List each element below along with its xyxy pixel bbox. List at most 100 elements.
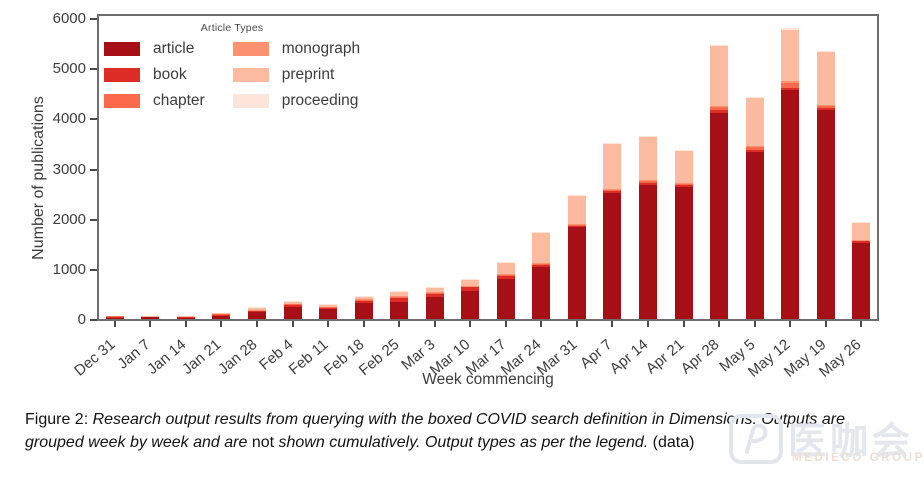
legend-column-left: article book chapter	[104, 40, 205, 110]
bar-segment-chapter	[105, 316, 124, 317]
legend-swatch-book	[104, 68, 140, 82]
legend-label-chapter: chapter	[153, 92, 205, 109]
bar-segment-proceeding	[425, 286, 444, 288]
bar-segment-article	[319, 308, 338, 319]
bar-segment-book	[425, 294, 444, 298]
bar-segment-book	[105, 316, 124, 318]
x-tick-mark	[718, 321, 721, 327]
bar-segment-monograph	[354, 299, 373, 300]
bar-segment-article	[745, 151, 764, 319]
bar-segment-preprint	[816, 52, 835, 105]
bar-segment-monograph	[247, 309, 266, 311]
bar-segment-chapter	[354, 299, 373, 301]
legend-label-book: book	[153, 66, 187, 83]
x-tick-mark	[753, 321, 756, 327]
y-tick-mark	[90, 168, 97, 171]
x-tick-mark	[504, 321, 507, 327]
bar-segment-article	[247, 312, 266, 319]
y-tick-mark	[90, 118, 97, 121]
bar-segment-chapter	[390, 296, 409, 299]
legend-label-preprint: preprint	[281, 66, 335, 83]
y-tick-mark	[90, 218, 97, 221]
legend-label-article: article	[153, 40, 195, 57]
bar-segment-chapter	[425, 292, 444, 295]
x-tick-mark	[646, 321, 649, 327]
x-tick-mark	[860, 321, 863, 327]
bar-segment-preprint	[567, 195, 586, 224]
bar-segment-preprint	[745, 98, 764, 147]
x-tick-mark	[113, 321, 116, 327]
bar-segment-monograph	[461, 285, 480, 287]
bar-segment-monograph	[283, 303, 302, 304]
bar-segment-article	[603, 192, 622, 319]
legend-columns: article book chapter monograph preprint proc…	[104, 40, 360, 110]
bar-segment-article	[461, 290, 480, 319]
bar-segment-proceeding	[674, 150, 693, 151]
bar-segment-preprint	[710, 45, 729, 107]
bar-segment-book	[283, 304, 302, 307]
bar-segment-chapter	[496, 274, 515, 276]
legend-label-monograph: monograph	[281, 40, 361, 57]
x-tick-mark	[611, 321, 614, 327]
y-tick-mark	[90, 319, 97, 321]
bar-segment-chapter	[603, 189, 622, 191]
bar-segment-article	[532, 266, 551, 319]
bar-segment-article	[354, 302, 373, 319]
x-tick-mark	[433, 321, 436, 327]
bar-segment-monograph	[319, 306, 338, 307]
bar-segment-chapter	[319, 306, 338, 308]
bar-segment-monograph	[425, 292, 444, 293]
bar-segment-article	[390, 302, 409, 319]
bar-segment-article	[710, 112, 729, 319]
bar-segment-monograph	[710, 106, 729, 107]
y-tick-label: 4000	[52, 110, 86, 128]
x-tick-mark	[291, 321, 294, 327]
caption-italic-2: shown cumulatively. Output types as per …	[274, 433, 649, 451]
legend-item-monograph: monograph	[232, 40, 361, 58]
bar-segment-preprint	[852, 222, 871, 240]
x-tick-mark	[469, 321, 472, 327]
bar-segment-proceeding	[567, 194, 586, 196]
bar-segment-article	[638, 184, 657, 319]
legend-swatch-article	[104, 42, 140, 56]
legend-column-right: monograph preprint proceeding	[232, 40, 361, 110]
x-axis-title: Week commencing	[422, 371, 554, 388]
bar-segment-preprint	[461, 279, 480, 286]
bar-segment-preprint	[532, 232, 551, 263]
caption-data-link[interactable]: (data)	[648, 433, 695, 451]
legend-swatch-proceeding	[232, 94, 269, 108]
x-tick-mark	[824, 321, 827, 327]
bar-segment-book	[319, 307, 338, 309]
bar-segment-preprint	[319, 304, 338, 307]
bar-segment-preprint	[496, 262, 515, 274]
bar-segment-chapter	[461, 286, 480, 288]
y-tick-mark	[90, 68, 97, 71]
y-tick-label: 0	[77, 311, 86, 328]
y-tick-label: 2000	[52, 210, 86, 228]
y-tick-mark	[90, 268, 97, 271]
bar-segment-preprint	[176, 315, 195, 317]
bar-segment-book	[212, 314, 231, 316]
bar-segment-proceeding	[247, 307, 266, 308]
legend: Article Types article book chapter monogra…	[104, 22, 360, 110]
bar-segment-book	[638, 182, 657, 185]
bar-segment-chapter	[781, 82, 800, 88]
bar-segment-monograph	[781, 81, 800, 83]
x-tick-mark	[398, 321, 401, 327]
bar-segment-article	[852, 242, 871, 319]
bar-segment-book	[745, 149, 764, 152]
x-tick-mark	[789, 321, 792, 327]
bar-segment-book	[603, 190, 622, 193]
bar-segment-book	[141, 316, 160, 317]
bar-segment-article	[141, 316, 160, 319]
bar-segment-proceeding	[496, 261, 515, 263]
legend-swatch-chapter	[104, 94, 140, 108]
bar-segment-book	[852, 241, 871, 243]
bar-segment-book	[390, 298, 409, 303]
x-tick-mark	[149, 321, 152, 327]
bar-segment-monograph	[603, 188, 622, 190]
y-tick-label: 6000	[52, 10, 86, 27]
bar-segment-proceeding	[638, 136, 657, 137]
bar-segment-proceeding	[354, 296, 373, 297]
bar-segment-book	[674, 185, 693, 188]
